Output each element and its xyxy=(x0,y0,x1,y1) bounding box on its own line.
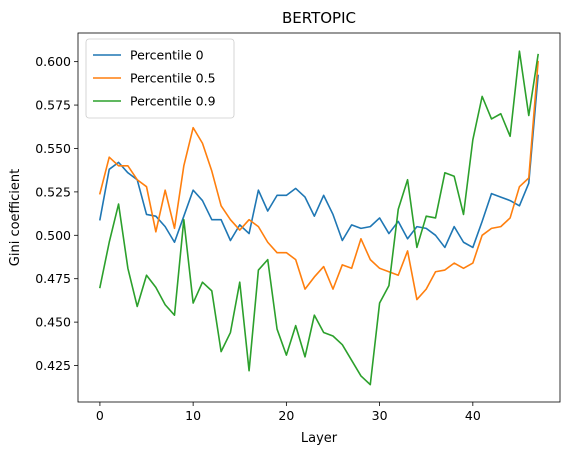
y-axis-title: Gini coefficient xyxy=(8,169,23,266)
x-axis-title: Layer xyxy=(301,431,338,446)
series-line-2 xyxy=(98,60,539,301)
y-axis: 0.425 0.450 0.475 0.500 0.525 0.550 0.575 0.600 xyxy=(35,54,78,373)
legend: Percentile 0 Percentile 0.5 Percentile 0.9 xyxy=(85,38,235,119)
y-tick-label: 0.475 xyxy=(35,271,71,286)
y-tick-label: 0.600 xyxy=(35,54,71,69)
x-tick-label: 40 xyxy=(465,408,481,423)
series-line-1 xyxy=(98,74,539,249)
legend-label: Percentile 0 xyxy=(130,48,204,63)
x-tick-label: 10 xyxy=(185,408,201,423)
y-tick-label: 0.450 xyxy=(35,315,71,330)
chart-title: BERTOPIC xyxy=(282,9,356,27)
y-tick-label: 0.550 xyxy=(35,141,71,156)
x-tick-label: 30 xyxy=(372,408,388,423)
series-lines xyxy=(98,50,540,386)
y-tick-label: 0.500 xyxy=(35,228,71,243)
legend-label: Percentile 0.9 xyxy=(130,94,216,109)
plot-area-frame xyxy=(77,32,561,403)
y-tick-label: 0.425 xyxy=(35,358,71,373)
legend-box xyxy=(85,38,235,119)
x-axis: 0 10 20 30 40 xyxy=(96,402,481,423)
legend-label: Percentile 0.5 xyxy=(130,71,216,86)
series-line-3 xyxy=(98,50,540,386)
y-tick-label: 0.575 xyxy=(35,98,71,113)
x-tick-label: 20 xyxy=(278,408,294,423)
y-tick-label: 0.525 xyxy=(35,184,71,199)
x-tick-label: 0 xyxy=(96,408,104,423)
